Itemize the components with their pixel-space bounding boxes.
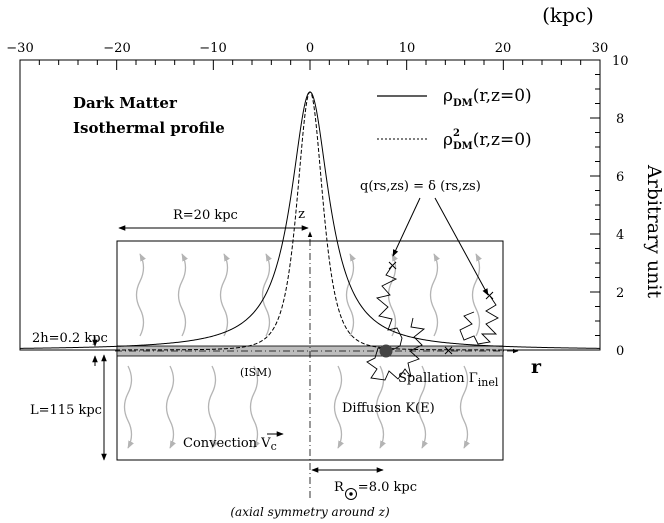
spallation-site-marker [379, 344, 393, 358]
top-axis [19, 60, 601, 70]
diffusion-label: Diffusion K(E) [342, 401, 435, 416]
diagram-caption: (axial symmetry around z) [230, 505, 390, 519]
top-tick-label: −30 [6, 41, 33, 56]
diffusion-random-walk-1 [366, 265, 426, 381]
wind-arrow-up [471, 253, 482, 337]
wind-arrow-down [207, 365, 218, 449]
right-tick-label: 4 [616, 228, 624, 243]
convection-wind-arrows [123, 253, 482, 449]
source-term-label: q(rs,zs) = δ (rs,zs) [360, 179, 481, 194]
wind-arrow-down [249, 365, 260, 449]
source-arrow-left [392, 197, 421, 257]
wind-arrow-up [177, 253, 188, 337]
right-tick-label: 2 [616, 286, 624, 301]
wind-arrow-up [135, 253, 146, 337]
wind-arrow-down [459, 365, 470, 449]
right-tick-label: 6 [616, 170, 624, 185]
top-tick-label: 20 [495, 41, 512, 56]
top-tick-label: 30 [592, 41, 609, 56]
halo-height-label: L=115 kpc [30, 403, 102, 418]
right-axis-unit: Arbitrary unit [643, 164, 664, 298]
wind-arrow-down [417, 365, 428, 449]
diagram-title-line1: Dark Matter [73, 94, 178, 112]
sun-symbol-icon [345, 488, 357, 500]
right-tick-label: 0 [616, 344, 624, 359]
wind-arrow-up [429, 253, 440, 337]
top-tick-label: 10 [399, 41, 416, 56]
source-cross-markers [388, 261, 494, 355]
wind-arrow-down [123, 365, 134, 449]
rho-dm-squared-profile-curve [20, 91, 600, 351]
wind-arrow-up [345, 253, 356, 337]
right-tick-label: 10 [612, 54, 629, 69]
spallation-label: Spallation Γinel [398, 371, 499, 389]
top-tick-label: 0 [306, 41, 314, 56]
diffusion-random-walk-2 [459, 295, 499, 345]
wind-arrow-up [261, 253, 272, 337]
sun-distance-label: R =8.0 kpc [334, 480, 417, 495]
z-axis-label: z [298, 207, 305, 222]
ism-label: (ISM) [240, 366, 272, 379]
wind-arrow-down [165, 365, 176, 449]
convection-label: Convection Vc [183, 436, 277, 453]
legend-dotted-text: ρ2 DM(r,z=0) [443, 128, 532, 152]
top-tick-labels: −30 −20 −10 0 10 20 30 [6, 41, 608, 56]
top-tick-label: −20 [103, 41, 130, 56]
top-axis-unit: (kpc) [542, 3, 594, 27]
right-tick-labels: 0 2 4 6 8 10 [612, 54, 629, 359]
disk-thickness-label: 2h=0.2 kpc [32, 331, 108, 346]
source-arrow-right [434, 197, 489, 296]
wind-arrow-down [333, 365, 344, 449]
diagram-title-line2: Isothermal profile [73, 119, 225, 137]
wind-arrow-up [219, 253, 230, 337]
top-tick-label: −10 [199, 41, 226, 56]
right-axis [590, 59, 600, 351]
right-tick-label: 8 [616, 112, 624, 127]
legend-solid-text: ρDM(r,z=0) [443, 86, 532, 109]
radius-label: R=20 kpc [173, 208, 238, 223]
r-axis-label: r [531, 356, 542, 378]
